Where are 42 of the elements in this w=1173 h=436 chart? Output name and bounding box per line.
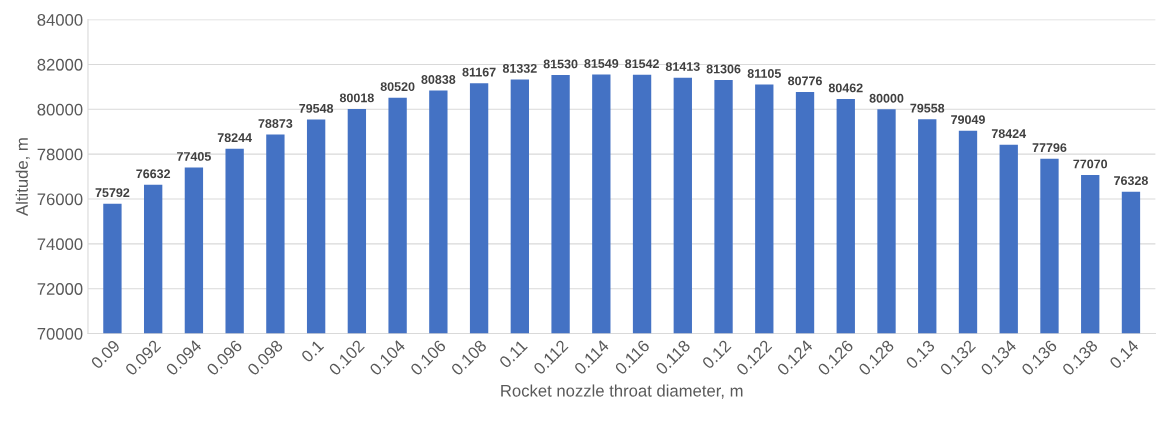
x-axis-title: Rocket nozzle throat diameter, m (501, 384, 743, 399)
data-label: 80462 (828, 83, 863, 93)
y-axis-title: Altitude, m (15, 138, 30, 216)
data-label: 75792 (95, 188, 130, 198)
x-tick-label: 0.11 (498, 339, 528, 369)
data-label: 81542 (625, 59, 659, 69)
x-tick-label: 0.1 (300, 339, 325, 363)
data-label: 76632 (136, 169, 171, 179)
x-tick-label: 0.09 (90, 339, 121, 370)
data-label: 81105 (747, 69, 781, 78)
data-label: 81413 (665, 62, 700, 72)
data-label: 81332 (502, 63, 537, 73)
data-label: 79049 (951, 115, 985, 124)
x-tick-label: 0.12 (701, 339, 732, 370)
data-label: 80776 (788, 76, 822, 86)
data-label: 81530 (543, 59, 578, 69)
data-label: 79548 (299, 103, 334, 113)
x-tick-label: 0.14 (1108, 339, 1140, 370)
y-tick-label: 70000 (37, 327, 83, 340)
data-label: 77405 (177, 152, 211, 161)
data-label: 80520 (380, 82, 415, 92)
y-tick-label: 76000 (37, 193, 83, 206)
x-tick-label: 0.13 (905, 339, 936, 370)
data-label: 78424 (991, 129, 1027, 139)
data-label: 76328 (1114, 176, 1148, 186)
data-label: 80838 (421, 75, 456, 84)
y-tick-label: 80000 (37, 103, 83, 116)
y-tick-label: 82000 (37, 58, 83, 71)
data-label: 81549 (584, 59, 619, 68)
data-label: 79558 (910, 103, 945, 113)
data-label: 78244 (217, 133, 252, 143)
data-label: 77070 (1073, 159, 1108, 169)
y-tick-label: 78000 (37, 148, 83, 161)
y-tick-label: 84000 (37, 14, 83, 26)
data-label: 77796 (1032, 143, 1067, 153)
data-label: 81167 (462, 67, 496, 77)
data-label: 81306 (706, 64, 741, 74)
data-label: 80000 (869, 93, 904, 103)
data-label: 78873 (258, 119, 293, 128)
y-tick-label: 74000 (37, 238, 83, 251)
y-tick-label: 72000 (37, 283, 83, 295)
data-label: 80018 (339, 93, 374, 103)
